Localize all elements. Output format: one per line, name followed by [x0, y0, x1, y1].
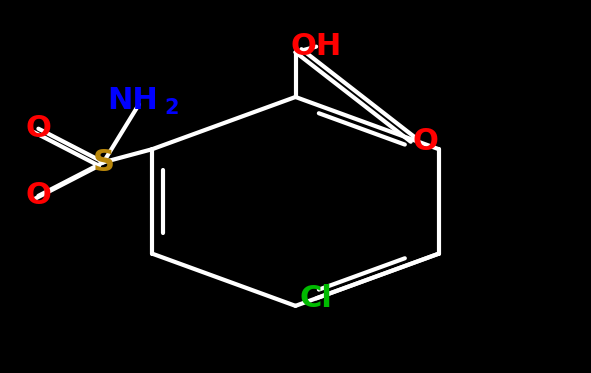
Text: 2: 2: [164, 98, 178, 118]
Text: O: O: [25, 114, 51, 143]
Text: OH: OH: [291, 32, 342, 61]
Text: Cl: Cl: [300, 284, 333, 313]
Text: O: O: [413, 127, 439, 156]
Text: S: S: [92, 148, 115, 177]
Text: O: O: [25, 181, 51, 210]
Text: NH: NH: [108, 86, 158, 115]
